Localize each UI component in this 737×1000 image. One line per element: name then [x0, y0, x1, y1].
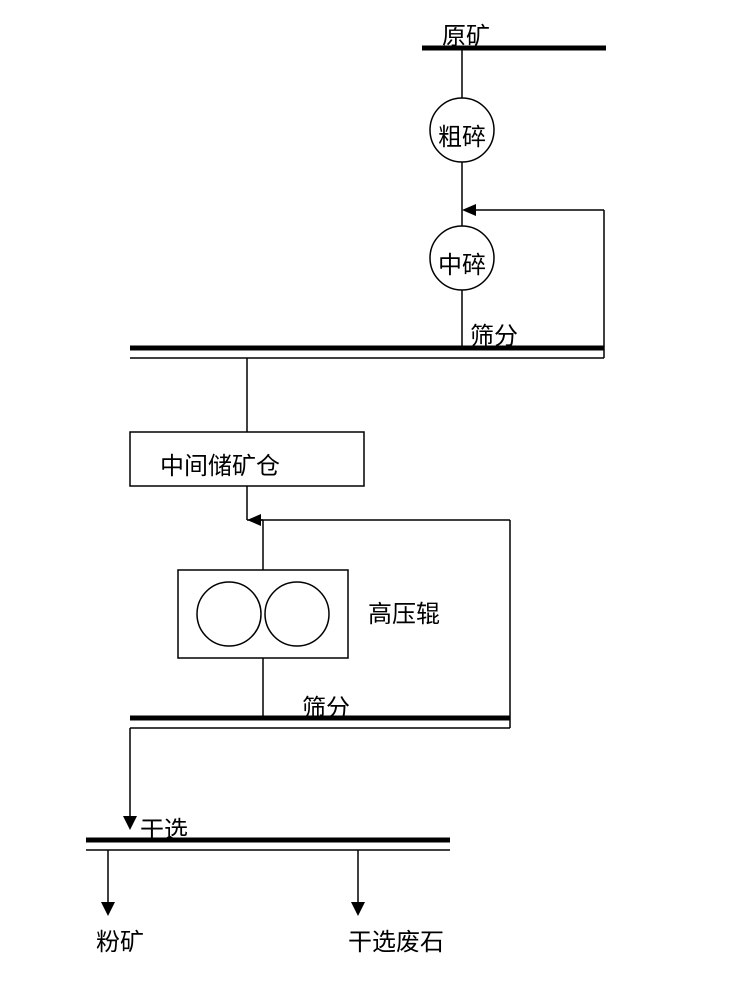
fine-ore-label: 粉矿 [96, 922, 144, 957]
ore-label: 原矿 [442, 16, 490, 51]
dry-select-label: 干选 [140, 810, 188, 845]
hp-roll-label: 高压辊 [368, 594, 440, 629]
storage-label: 中间储矿仓 [160, 446, 280, 481]
screen2-label: 筛分 [302, 688, 350, 723]
waste-label: 干选废石 [348, 922, 444, 957]
coarse-crush-label: 粗碎 [438, 117, 486, 152]
medium-crush-label: 中碎 [438, 245, 486, 280]
screen1-label: 筛分 [470, 316, 518, 351]
